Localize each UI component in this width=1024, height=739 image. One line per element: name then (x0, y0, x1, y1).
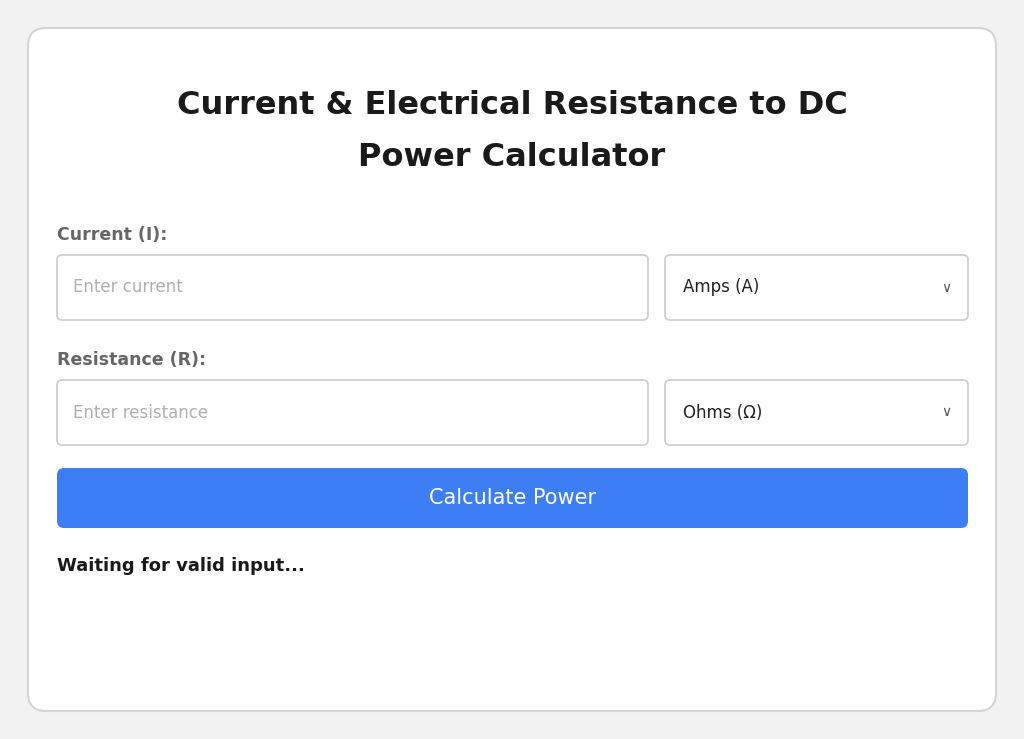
Text: Current & Electrical Resistance to DC: Current & Electrical Resistance to DC (176, 89, 848, 120)
FancyBboxPatch shape (57, 255, 648, 320)
Text: Enter current: Enter current (73, 279, 182, 296)
FancyBboxPatch shape (665, 255, 968, 320)
Text: Current (I):: Current (I): (57, 226, 167, 244)
Text: Enter resistance: Enter resistance (73, 403, 208, 421)
FancyBboxPatch shape (57, 468, 968, 528)
Text: Calculate Power: Calculate Power (429, 488, 596, 508)
Text: ∨: ∨ (941, 406, 951, 420)
FancyBboxPatch shape (665, 380, 968, 445)
Text: Power Calculator: Power Calculator (358, 141, 666, 172)
Text: Resistance (R):: Resistance (R): (57, 351, 206, 369)
Text: Amps (A): Amps (A) (683, 279, 760, 296)
Text: Ohms (Ω): Ohms (Ω) (683, 403, 763, 421)
Text: Waiting for valid input...: Waiting for valid input... (57, 557, 305, 575)
FancyBboxPatch shape (57, 380, 648, 445)
FancyBboxPatch shape (28, 28, 996, 711)
Text: ∨: ∨ (941, 281, 951, 295)
